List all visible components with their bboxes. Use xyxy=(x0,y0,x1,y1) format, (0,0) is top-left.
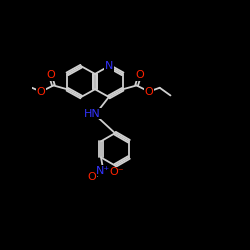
Text: O: O xyxy=(88,172,96,182)
Text: O: O xyxy=(135,70,144,81)
Text: O: O xyxy=(144,86,153,97)
Text: N: N xyxy=(105,61,113,71)
Text: O: O xyxy=(46,70,55,81)
Text: N⁺: N⁺ xyxy=(96,166,110,175)
Text: O: O xyxy=(37,86,46,97)
Text: O⁻: O⁻ xyxy=(109,167,124,177)
Text: HN: HN xyxy=(84,109,101,119)
